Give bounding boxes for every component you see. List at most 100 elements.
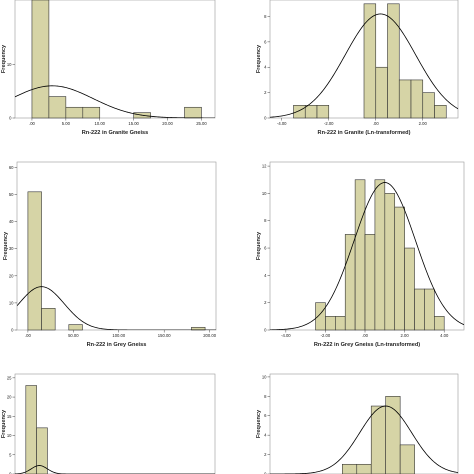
- y-tick-label: 10: [9, 300, 14, 305]
- x-tick-label: 4.00: [440, 333, 449, 338]
- x-tick-label: 20.00: [162, 121, 173, 126]
- histogram-bar: [48, 96, 67, 119]
- y-axis-label: Frequency: [256, 409, 262, 438]
- chart-panel-5: 0 5 10 15 20 25 Frequency: [1, 373, 216, 474]
- histogram-bar: [27, 191, 42, 331]
- y-tick-label: 6: [264, 413, 267, 418]
- y-tick-label: 15: [7, 414, 12, 419]
- normal-curve: [17, 286, 216, 330]
- y-tick-label: 20: [7, 395, 12, 400]
- x-axis-label: Rn-222 in Grey Gneiss: [87, 342, 147, 348]
- x-tick-label: 200.00: [203, 333, 216, 338]
- x-tick-label: 25.00: [196, 121, 207, 126]
- y-tick-label: 0: [11, 328, 14, 333]
- x-tick-label: -2.00: [324, 121, 334, 126]
- y-tick-label: 60: [9, 165, 14, 170]
- histogram-bar: [304, 105, 318, 119]
- normal-curve: [15, 85, 215, 118]
- histogram-bar: [364, 234, 376, 331]
- histogram-bar: [315, 302, 326, 331]
- plot-area: [14, 373, 216, 474]
- x-tick-label: 150.00: [158, 333, 171, 338]
- normal-curve: [270, 182, 464, 330]
- histogram-bar: [316, 105, 330, 119]
- histogram-bar: [387, 3, 400, 119]
- histogram-bar: [184, 106, 202, 119]
- chart-panel-6: 0 2 4 6 8 10 Frequency: [256, 373, 459, 474]
- x-axis-label: Rn-222 in Granite (Ln-transformed): [318, 130, 411, 136]
- histogram-bar: [385, 396, 401, 474]
- histogram-bar: [434, 316, 445, 331]
- chart-panel-2: 0 2 4 6 8 -4.00 -2.00 .00 2.00 Rn-222 in Granite …: [256, 0, 459, 136]
- histogram-bar: [65, 106, 84, 119]
- x-tick-label: 15.00: [128, 121, 139, 126]
- histogram-bar: [68, 324, 83, 331]
- histogram-bar: [41, 308, 56, 331]
- histogram-bar: [384, 193, 396, 331]
- x-tick-label: .00: [373, 121, 379, 126]
- plot-area: [16, 161, 217, 331]
- y-tick-label: 4: [264, 273, 267, 278]
- x-tick-label: 50.00: [68, 333, 79, 338]
- y-tick-label: 0: [264, 472, 267, 474]
- y-tick-label: 12: [262, 164, 267, 169]
- x-tick-label: -4.00: [277, 121, 287, 126]
- y-tick-label: 0: [9, 116, 12, 121]
- y-axis-label: Frequency: [256, 231, 262, 260]
- histogram-bar: [422, 92, 435, 119]
- histogram-bar: [344, 234, 356, 331]
- y-tick-label: 0: [9, 472, 12, 474]
- histogram-bar: [31, 0, 50, 119]
- histogram-bar: [356, 463, 372, 474]
- histogram-bar: [191, 326, 206, 331]
- histogram-bar: [375, 66, 388, 119]
- histogram-bar: [370, 405, 386, 474]
- y-tick-label: 0: [264, 328, 267, 333]
- x-tick-label: 2.00: [419, 121, 428, 126]
- y-tick-label: 0: [264, 116, 267, 121]
- x-axis-label: Rn-222 in Grey Gneiss (Ln-transformed): [314, 342, 420, 348]
- y-tick-label: 50: [9, 192, 14, 197]
- y-axis-label: Frequency: [1, 44, 7, 73]
- y-tick-label: 8: [264, 14, 267, 19]
- x-tick-label: 100.00: [112, 333, 125, 338]
- histogram-bar: [404, 247, 415, 331]
- histogram-bar: [398, 79, 412, 119]
- y-tick-label: 25: [7, 375, 12, 380]
- histogram-bar: [410, 79, 424, 119]
- chart-panel-4: 0 2 4 6 8 10 12 -4.00 -2.00 .00 2.00 4.00 Rn-222 in …: [256, 161, 465, 348]
- y-tick-label: 2: [264, 452, 267, 457]
- y-axis-label: Frequency: [3, 231, 9, 260]
- histogram-bar: [342, 463, 358, 474]
- y-tick-label: 40: [9, 219, 14, 224]
- histogram-bar: [394, 206, 405, 331]
- normal-curve: [15, 465, 215, 474]
- x-tick-label: 5.00: [62, 121, 71, 126]
- plot-area: [269, 373, 459, 474]
- histogram-bar: [434, 105, 447, 119]
- x-tick-label: .00: [25, 333, 31, 338]
- normal-curve: [270, 13, 458, 118]
- histogram-bar: [399, 444, 415, 474]
- y-tick-label: 8: [264, 218, 267, 223]
- histogram-bar: [363, 3, 377, 119]
- x-axis-label: Rn-222 in Granite Gneiss: [82, 130, 149, 136]
- histogram-bar: [354, 179, 366, 331]
- x-tick-label: .00: [362, 333, 368, 338]
- histogram-bar: [424, 288, 435, 331]
- x-tick-label: -4.00: [281, 333, 291, 338]
- y-tick-label: 5: [9, 452, 12, 457]
- y-tick-label: 2: [264, 300, 267, 305]
- x-tick-label: -2.00: [321, 333, 331, 338]
- y-tick-label: 10: [7, 433, 12, 438]
- x-tick-label: 2.00: [401, 333, 410, 338]
- histogram-bar: [374, 179, 386, 331]
- histogram-bar: [25, 385, 37, 474]
- y-tick-label: 10: [7, 62, 12, 67]
- y-tick-label: 4: [264, 65, 267, 70]
- chart-panel-3: 0 10 20 30 40 50 60 .00 50.00 100.00 150.00 200.00 R…: [3, 161, 217, 348]
- y-axis-label: Frequency: [1, 409, 7, 438]
- y-tick-label: 2: [264, 90, 267, 95]
- y-tick-label: 30: [9, 246, 14, 251]
